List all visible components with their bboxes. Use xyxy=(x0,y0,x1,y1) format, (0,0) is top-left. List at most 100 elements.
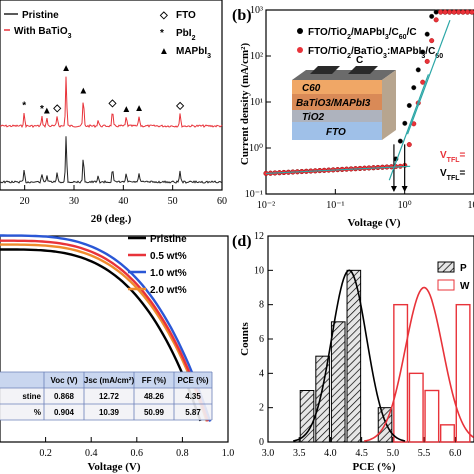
legend-swatch-pristine-d xyxy=(437,261,455,273)
legend-label-pristine-b: FTO/TiO2/MAPbI3/C60/C xyxy=(308,27,417,41)
series-line-pristine xyxy=(0,136,223,184)
panel-a-xtick-label: 20 xyxy=(20,196,30,207)
data-point-pristine xyxy=(424,31,430,37)
panel-a-xtick-label: 60 xyxy=(217,196,227,207)
histogram-bar-batio3 xyxy=(439,424,455,443)
legend-marker-pristine xyxy=(297,28,303,34)
legend-label-jv: 1.0 wt% xyxy=(150,268,187,279)
panel-a-xrd: 20 30 40 50 60 2θ (deg.) Pristine With BaTiO… xyxy=(0,0,227,225)
data-point-batio3 xyxy=(465,9,471,15)
jv-curve xyxy=(0,248,202,422)
legend-label-pbi2: PbI2 xyxy=(176,28,196,42)
layer-c60-label: C60 xyxy=(302,83,321,94)
table-row-label: % xyxy=(34,408,41,417)
layer-perovskite xyxy=(292,94,382,110)
table-cell: 50.99 xyxy=(144,408,165,417)
panel-d-xlabel: PCE (%) xyxy=(352,461,395,473)
panel-b-ytick-label: 10⁻¹ xyxy=(245,189,263,200)
data-point-batio3 xyxy=(424,58,430,64)
legend-label-pristine: Pristine xyxy=(22,10,59,21)
layer-fto-label: FTO xyxy=(326,127,346,138)
data-point-batio3 xyxy=(460,9,466,15)
data-point-pristine xyxy=(402,120,408,126)
panel-c-xtick-label: 0.6 xyxy=(131,448,144,459)
carbon-electrode-right xyxy=(348,66,378,74)
layer-tio2 xyxy=(292,110,382,122)
device-stack-inset: C C60 BaTiO3/MAPbI3 TiO2 FTO xyxy=(292,55,396,140)
peak-marker: ▲ xyxy=(61,63,71,74)
panel-b-ytick-label: 10⁰ xyxy=(249,143,263,154)
panel-c-frame xyxy=(0,235,229,443)
legend-symbol-mapbi3: ▲ xyxy=(159,46,169,57)
vtfl-arrowhead xyxy=(401,186,408,192)
panel-c-xtick-label: 0.4 xyxy=(85,448,98,459)
peak-marker: ▲ xyxy=(134,103,144,114)
peak-marker: ▲ xyxy=(121,104,131,115)
legend-label-pristine-d: P xyxy=(460,263,467,274)
panel-d-xtick-label: 5.0 xyxy=(387,448,400,459)
legend-label-fto: FTO xyxy=(176,10,196,21)
panel-d-xtick-label: 3.0 xyxy=(262,448,275,459)
histogram-bar-batio3 xyxy=(455,303,471,443)
panel-d-ytick-label: 6 xyxy=(259,334,264,345)
data-point-pristine xyxy=(415,67,421,73)
histogram-bar-batio3 xyxy=(408,372,424,443)
data-point-pristine xyxy=(397,138,403,144)
peak-marker: ◇ xyxy=(52,103,61,114)
carbon-electrode-left xyxy=(310,66,340,74)
legend-symbol-pbi2: * xyxy=(160,28,164,39)
vtfl-label-batio3: VTFL= xyxy=(440,150,466,164)
peak-marker: ▲ xyxy=(78,86,88,97)
data-point-pristine xyxy=(420,49,426,55)
vtfl-arrowhead xyxy=(390,186,397,192)
panel-d-xtick-label: 4.5 xyxy=(355,448,368,459)
table-header: PCE (%) xyxy=(177,376,208,385)
peak-marker: ▲ xyxy=(42,106,52,117)
panel-d-ytick-label: 0 xyxy=(259,437,264,448)
gauss-fit-pristine xyxy=(293,269,406,442)
panel-d-ytick-label: 2 xyxy=(259,403,264,414)
histogram-bar-pristine xyxy=(346,269,362,443)
jv-curve xyxy=(0,234,212,422)
panel-b-ylabel: Current density (mA/cm²) xyxy=(239,43,251,166)
panel-b-ytick-label: 10³ xyxy=(250,5,263,16)
panel-b-xlabel: Voltage (V) xyxy=(347,217,400,229)
device-side-face xyxy=(382,70,396,140)
panel-b-xtick-label: 10⁻¹ xyxy=(326,200,344,211)
table-cell: 0.868 xyxy=(54,392,75,401)
legend-label-batio3: With BaTiO3 xyxy=(14,26,72,40)
panel-d-ytick-label: 4 xyxy=(259,368,264,379)
table-cell: 5.87 xyxy=(185,408,201,417)
tfl-fit-line xyxy=(388,74,429,181)
data-point-batio3 xyxy=(442,9,448,15)
data-point-batio3 xyxy=(438,9,444,15)
layer-c60 xyxy=(292,80,382,94)
table-row-label: stine xyxy=(22,392,41,401)
peak-marker: ◇ xyxy=(175,101,184,112)
panel-b-xtick-label: 10⁰ xyxy=(398,200,412,211)
panel-b-ytick-label: 10² xyxy=(250,51,263,62)
panel-c-xlabel: Voltage (V) xyxy=(87,461,140,473)
table-cell: 48.26 xyxy=(144,392,165,401)
legend-label-jv: Pristine xyxy=(150,234,187,245)
panel-c-xtick-label: 0.8 xyxy=(176,448,189,459)
legend-label-batio3-b: FTO/TiO2/BaTiO3:MAPbI3/C60 xyxy=(308,46,443,60)
panel-a-xtick-label: 30 xyxy=(69,196,79,207)
panel-d-letter: (d) xyxy=(232,233,252,250)
layer-perovskite-label: BaTiO3/MAPbI3 xyxy=(296,98,371,109)
panel-d-ytick-label: 10 xyxy=(254,265,264,276)
data-point-batio3 xyxy=(447,9,453,15)
panel-b-xtick-label: 10⁻² xyxy=(257,200,275,211)
legend-swatch-batio3-d xyxy=(437,279,455,291)
histogram-bar-pristine xyxy=(315,355,330,443)
panel-b-letter: (b) xyxy=(232,7,252,24)
panel-a-xtick-label: 40 xyxy=(118,196,128,207)
table-cell: 12.72 xyxy=(99,392,120,401)
panel-d-ylabel: Counts xyxy=(239,321,251,355)
panel-d-ytick-label: 8 xyxy=(259,300,264,311)
table-header: FF (%) xyxy=(142,376,167,385)
layer-fto xyxy=(292,122,382,140)
jv-curve xyxy=(0,239,209,422)
